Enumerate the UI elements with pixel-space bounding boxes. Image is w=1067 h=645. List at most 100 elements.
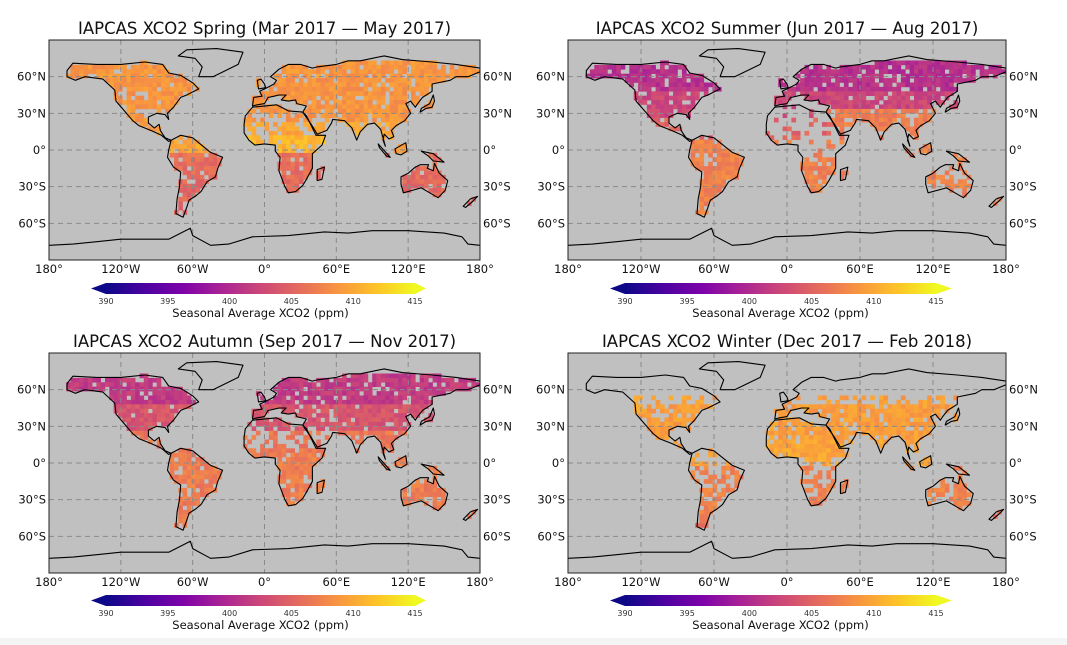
- data-cell: [303, 452, 308, 458]
- data-cell: [861, 82, 867, 88]
- data-cell: [432, 73, 438, 79]
- map-panel-summer: IAPCAS XCO2 Summer (Jun 2017 — Aug 2017)…: [536, 19, 1038, 320]
- data-cell: [333, 82, 339, 88]
- data-cell: [152, 408, 157, 414]
- data-cell: [703, 465, 709, 471]
- data-cell: [359, 439, 364, 445]
- data-cell: [139, 386, 145, 392]
- data-cell: [355, 430, 360, 436]
- data-cell: [935, 64, 941, 70]
- data-cell: [363, 391, 369, 396]
- data-cell: [879, 73, 884, 79]
- data-cell: [909, 108, 915, 114]
- data-cell: [350, 60, 356, 66]
- data-cell: [174, 386, 179, 392]
- data-cell: [367, 82, 373, 88]
- data-cell: [290, 91, 295, 96]
- data-cell: [415, 183, 420, 189]
- data-cell: [411, 413, 416, 418]
- data-cell: [660, 426, 665, 431]
- data-cell: [940, 69, 945, 74]
- data-cell: [286, 64, 291, 70]
- data-cell: [673, 100, 678, 105]
- data-cell: [286, 448, 291, 453]
- data-cell: [822, 457, 827, 462]
- data-cell: [927, 501, 932, 506]
- data-cell: [178, 152, 183, 158]
- data-cell: [324, 386, 330, 392]
- colorbar-tick: 415: [407, 609, 422, 618]
- data-cell: [186, 139, 192, 145]
- data-cell: [281, 391, 287, 396]
- data-cell: [281, 95, 287, 101]
- data-cell: [870, 73, 875, 79]
- data-cell: [169, 386, 175, 392]
- data-cell: [957, 496, 963, 502]
- data-cell: [603, 64, 608, 70]
- data-cell: [909, 82, 915, 88]
- data-cell: [363, 430, 369, 436]
- data-cell: [281, 152, 287, 158]
- lat-tick-left: 0°: [552, 456, 565, 470]
- data-cell: [389, 430, 395, 436]
- data-cell: [589, 73, 595, 79]
- lon-tick: 120°E: [916, 575, 951, 589]
- data-cell: [277, 448, 282, 453]
- data-cell: [290, 399, 295, 405]
- data-cell: [769, 435, 775, 440]
- data-cell: [251, 452, 257, 458]
- data-cell: [415, 399, 420, 405]
- data-cell: [342, 108, 347, 114]
- data-cell: [922, 430, 928, 436]
- data-cell: [376, 391, 382, 396]
- data-cell: [398, 404, 403, 409]
- data-cell: [355, 100, 360, 105]
- data-cell: [813, 408, 818, 414]
- data-cell: [135, 391, 140, 396]
- data-cell: [402, 86, 407, 92]
- data-cell: [355, 130, 360, 136]
- data-cell: [914, 126, 919, 132]
- data-cell: [307, 470, 313, 475]
- data-cell: [424, 78, 429, 83]
- coastline-africa: [765, 104, 850, 194]
- coastline-madagascar: [316, 479, 325, 495]
- data-cell: [281, 122, 287, 127]
- data-cell: [822, 166, 827, 171]
- data-cell: [135, 417, 140, 423]
- data-cell: [376, 122, 382, 127]
- data-cell: [900, 69, 906, 74]
- data-cell: [813, 179, 818, 184]
- data-cell: [380, 443, 386, 449]
- data-cell: [419, 179, 425, 184]
- data-cell: [822, 487, 827, 493]
- data-cell: [703, 201, 709, 206]
- data-cell: [182, 470, 188, 475]
- data-cell: [303, 95, 308, 101]
- coastline-antarctica: [568, 227, 1006, 246]
- data-cell: [835, 104, 840, 110]
- data-cell: [843, 435, 849, 440]
- data-cell: [359, 413, 364, 418]
- data-cell: [70, 64, 76, 70]
- colorbar-label: Seasonal Average XCO2 (ppm): [692, 306, 868, 320]
- data-cell: [870, 64, 875, 70]
- data-cell: [342, 404, 347, 409]
- data-cell: [363, 386, 369, 392]
- data-cell: [385, 395, 390, 401]
- data-cell: [286, 130, 291, 136]
- data-cell: [629, 82, 634, 88]
- data-cell: [398, 104, 403, 110]
- data-cell: [385, 78, 390, 83]
- data-cell: [264, 122, 270, 127]
- coastline-newguinea: [420, 463, 445, 476]
- data-cell: [822, 404, 827, 409]
- data-cell: [997, 196, 1002, 202]
- data-cell: [303, 170, 308, 176]
- data-cell: [294, 492, 300, 497]
- data-cell: [931, 86, 937, 92]
- data-cell: [376, 377, 382, 383]
- data-cell: [109, 391, 114, 396]
- data-cell: [389, 104, 395, 110]
- data-cell: [346, 391, 351, 396]
